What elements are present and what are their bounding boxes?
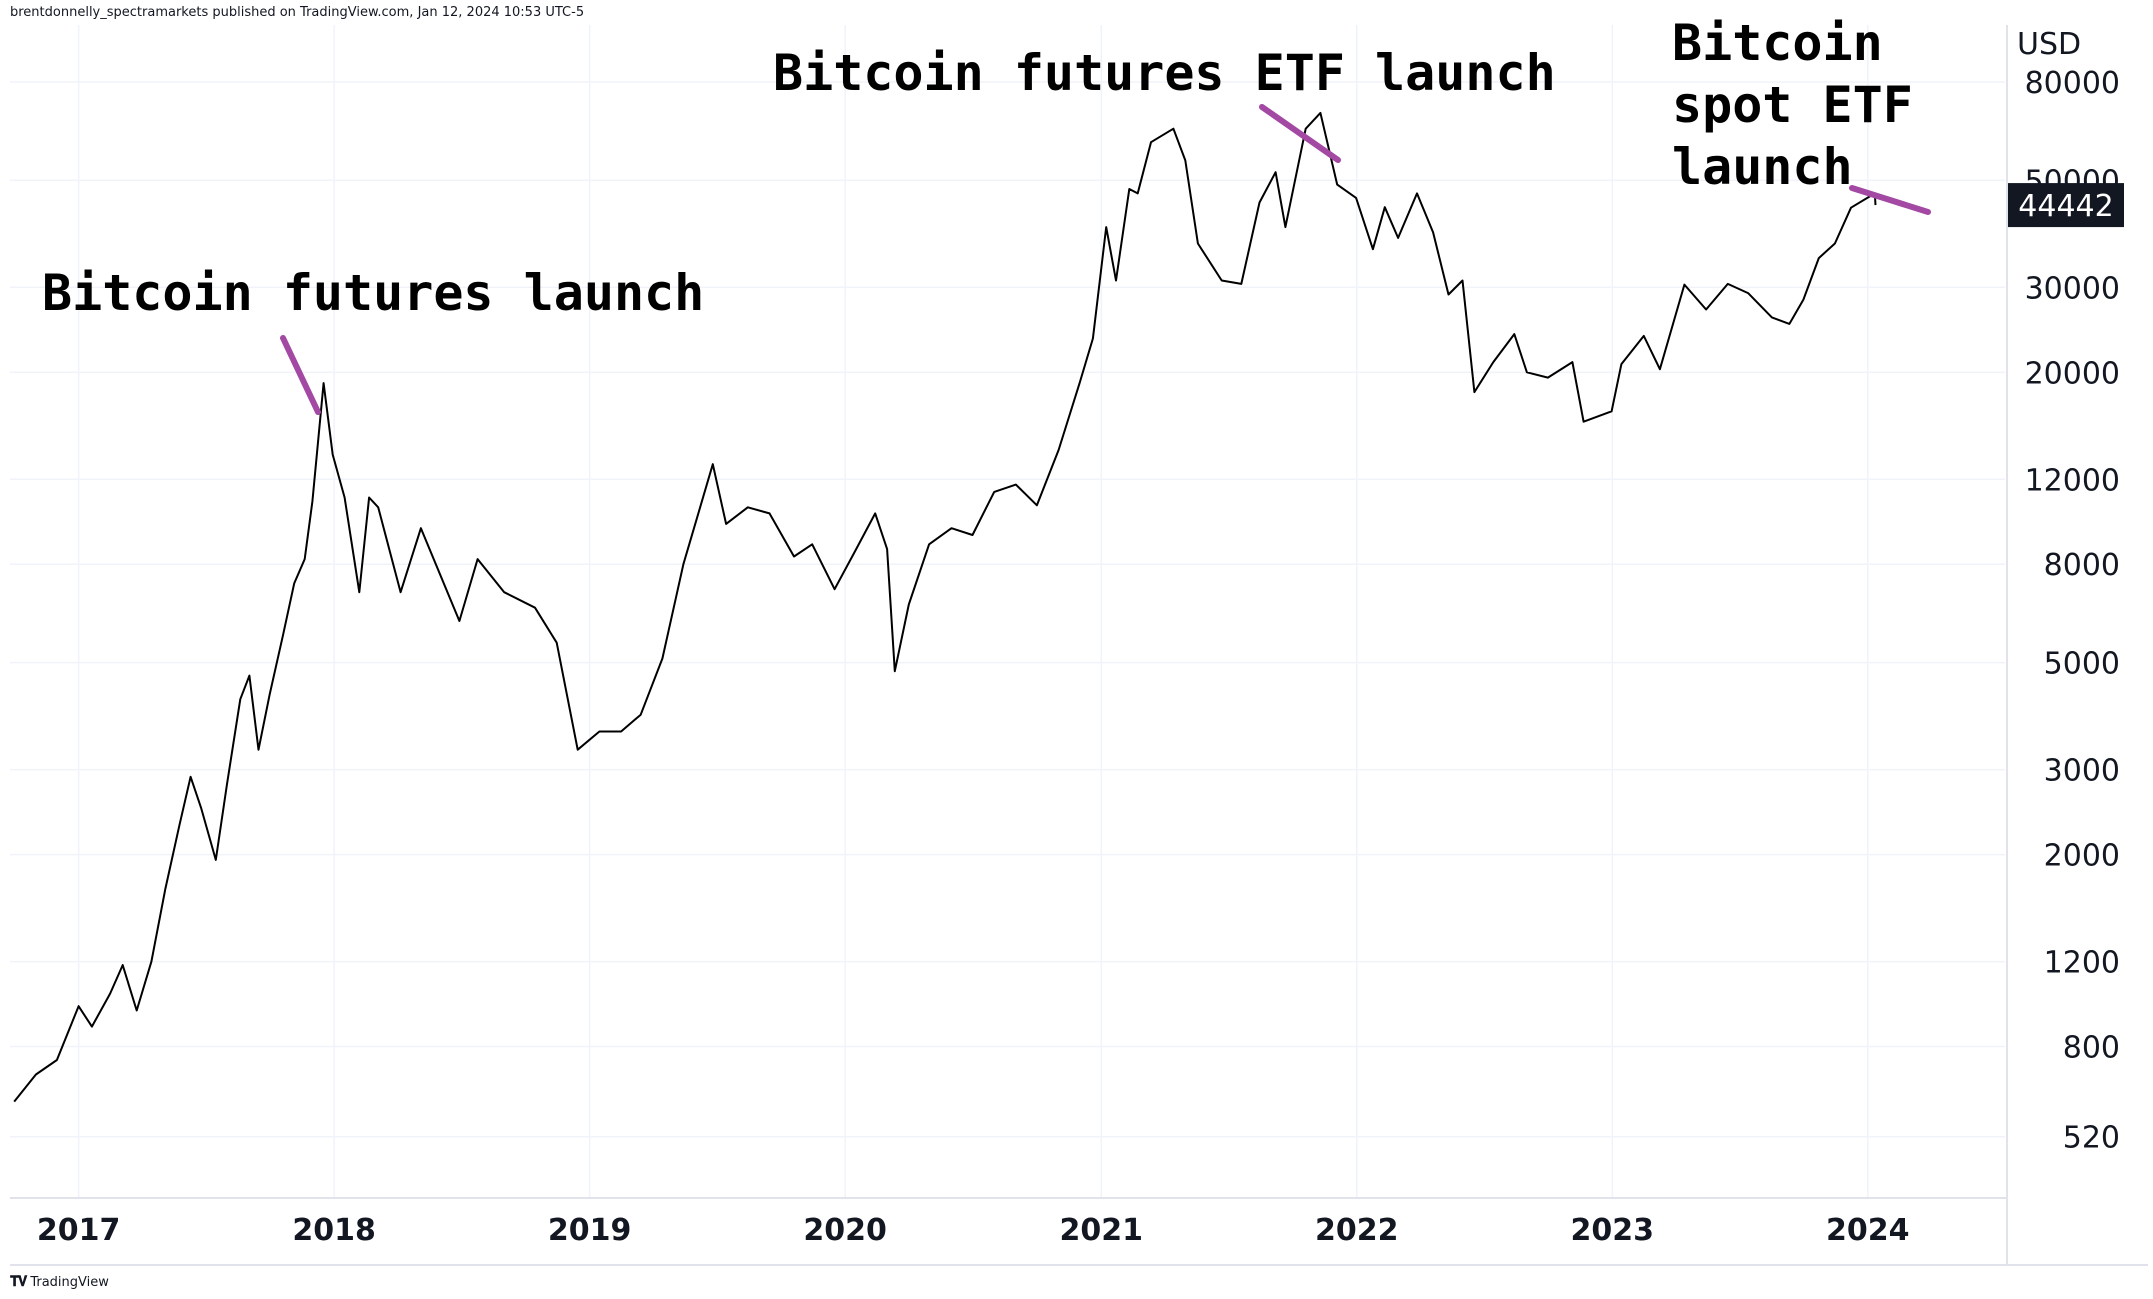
y-tick-label: 30000 bbox=[2025, 271, 2120, 306]
annotation-pointer bbox=[280, 335, 321, 415]
last-price-box bbox=[2008, 183, 2124, 228]
annotation-label: Bitcoin bbox=[1672, 14, 1883, 72]
footer-logo-text: TradingView bbox=[30, 1274, 109, 1290]
y-tick-label: 1200 bbox=[2044, 946, 2120, 981]
x-tick-label: 2017 bbox=[37, 1213, 121, 1248]
y-tick-label: 2000 bbox=[2044, 839, 2120, 874]
x-tick-label: 2022 bbox=[1315, 1213, 1399, 1248]
price-line bbox=[13, 111, 1877, 1103]
y-tick-label: 8000 bbox=[2044, 548, 2120, 583]
y-tick-label: 3000 bbox=[2044, 754, 2120, 789]
last-price-badge: 44442 bbox=[2008, 183, 2124, 228]
tradingview-logo-icon: 𝐓𝐕 bbox=[10, 1274, 27, 1290]
y-tick-label: 12000 bbox=[2025, 463, 2120, 498]
annotations: Bitcoin futures launch Bitcoin futures ET… bbox=[42, 14, 1931, 415]
x-tick-label: 2020 bbox=[803, 1213, 887, 1248]
y-axis[interactable]: 520 800 1200 2000 3000 5000 8000 12000 20000 3000… bbox=[2025, 66, 2120, 1156]
currency-label: USD bbox=[2017, 27, 2081, 62]
annotation-label: Bitcoin futures ETF launch bbox=[773, 44, 1556, 102]
annotation-pointer bbox=[1259, 104, 1341, 163]
x-tick-label: 2019 bbox=[548, 1213, 632, 1248]
footer-logo[interactable]: 𝐓𝐕 TradingView bbox=[10, 1274, 109, 1290]
annotation-label: spot ETF bbox=[1672, 76, 1913, 134]
y-tick-label: 5000 bbox=[2044, 647, 2120, 682]
annotation-label: launch bbox=[1672, 138, 1853, 196]
annotation-pointer bbox=[1849, 185, 1931, 215]
x-tick-label: 2023 bbox=[1571, 1213, 1655, 1248]
y-tick-label: 800 bbox=[2063, 1031, 2120, 1066]
y-tick-label: 20000 bbox=[2025, 356, 2120, 391]
y-tick-label: 80000 bbox=[2025, 66, 2120, 101]
price-series bbox=[13, 111, 1877, 1103]
last-price-value: 44442 bbox=[2018, 189, 2113, 224]
x-tick-label: 2024 bbox=[1826, 1213, 1910, 1248]
y-tick-label: 520 bbox=[2063, 1121, 2120, 1156]
x-tick-label: 2021 bbox=[1060, 1213, 1144, 1248]
annotation-label: Bitcoin futures launch bbox=[42, 264, 704, 322]
attribution-text: brentdonnelly_spectramarkets published o… bbox=[10, 5, 585, 20]
x-axis[interactable]: 2017 2018 2019 2020 2021 2022 2023 2024 bbox=[37, 1213, 1910, 1248]
chart-grid bbox=[10, 25, 2005, 1197]
x-tick-label: 2018 bbox=[292, 1213, 376, 1248]
